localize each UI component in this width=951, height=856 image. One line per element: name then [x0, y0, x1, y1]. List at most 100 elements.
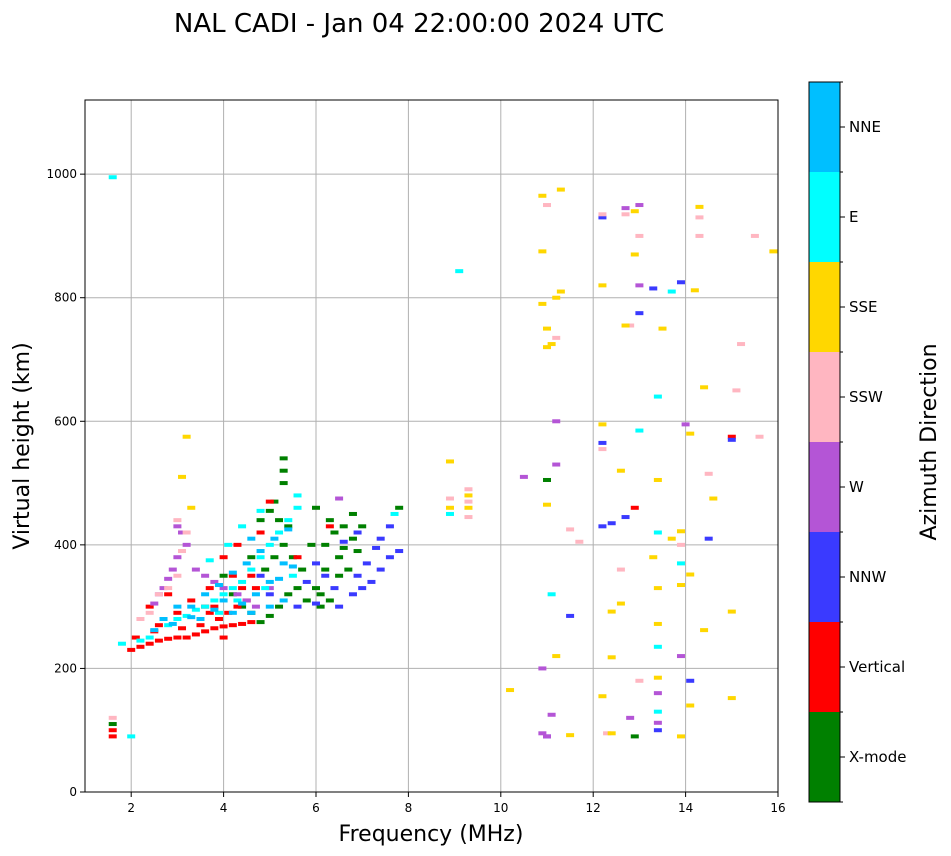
- data-point: [288, 564, 297, 569]
- data-point: [630, 209, 639, 214]
- data-point: [658, 326, 667, 331]
- data-point: [630, 734, 639, 739]
- colorbar-swatch: [809, 712, 840, 802]
- data-point: [676, 654, 685, 659]
- data-point: [256, 573, 265, 578]
- data-point: [543, 477, 551, 482]
- data-point: [150, 601, 159, 606]
- data-point: [362, 561, 371, 566]
- colorbar-tick-label: NNW: [849, 568, 886, 586]
- data-point: [256, 549, 265, 554]
- data-point: [335, 496, 344, 501]
- colorbar-frame: [808, 81, 841, 803]
- data-point: [256, 555, 265, 560]
- data-point: [635, 678, 644, 683]
- data-point: [732, 388, 741, 393]
- data-point: [108, 722, 117, 727]
- data-point: [247, 536, 256, 541]
- data-point: [228, 623, 237, 628]
- data-point: [154, 592, 163, 597]
- data-point: [727, 609, 736, 614]
- data-point: [445, 459, 454, 464]
- data-point: [376, 567, 385, 572]
- data-point: [455, 269, 464, 274]
- data-point: [256, 620, 265, 625]
- data-point: [653, 691, 662, 696]
- data-point: [635, 428, 644, 433]
- chart-title: NAL CADI - Jan 04 22:00:00 2024 UTC: [174, 9, 664, 39]
- data-point: [178, 474, 187, 479]
- data-point: [279, 598, 288, 603]
- data-point: [182, 434, 191, 439]
- data-point: [358, 524, 367, 529]
- data-point: [233, 542, 242, 547]
- data-point: [321, 567, 330, 572]
- data-point: [173, 518, 182, 523]
- data-point: [173, 573, 182, 578]
- colorbar-swatch: [809, 532, 840, 622]
- data-point: [219, 592, 228, 597]
- data-point: [150, 628, 159, 633]
- data-point: [293, 604, 302, 609]
- data-point: [464, 499, 473, 504]
- data-point: [201, 592, 210, 597]
- data-point: [506, 688, 515, 693]
- data-point: [653, 644, 662, 649]
- y-tick-label: 1000: [46, 167, 77, 181]
- data-point: [178, 530, 187, 535]
- data-point: [201, 604, 210, 609]
- data-point: [630, 252, 639, 257]
- data-point: [598, 440, 607, 445]
- data-point: [538, 193, 547, 198]
- data-point: [316, 604, 325, 609]
- data-point: [178, 626, 187, 631]
- data-point: [676, 542, 685, 547]
- data-point: [344, 567, 353, 572]
- data-point: [635, 311, 644, 316]
- data-point: [653, 586, 662, 591]
- data-point: [727, 437, 736, 442]
- data-point: [228, 592, 237, 597]
- data-point: [201, 573, 210, 578]
- data-point: [251, 592, 260, 597]
- data-point: [543, 203, 551, 208]
- data-point: [210, 626, 219, 631]
- data-point: [556, 289, 565, 294]
- data-point: [136, 644, 145, 649]
- data-point: [279, 481, 288, 486]
- data-point: [312, 505, 320, 510]
- data-point: [210, 579, 219, 584]
- data-point: [603, 731, 612, 736]
- data-point: [385, 555, 394, 560]
- data-point: [307, 542, 316, 547]
- data-point: [182, 542, 191, 547]
- data-point: [621, 515, 630, 520]
- data-point: [159, 586, 168, 591]
- data-point: [700, 385, 709, 390]
- data-point: [755, 434, 764, 439]
- data-point: [607, 609, 616, 614]
- data-point: [566, 733, 575, 738]
- data-point: [279, 456, 288, 461]
- data-point: [173, 610, 182, 615]
- data-point: [127, 734, 136, 739]
- data-point: [182, 613, 191, 618]
- data-point: [108, 175, 117, 180]
- data-point: [238, 579, 247, 584]
- data-point: [695, 204, 704, 209]
- data-point: [727, 696, 736, 701]
- data-point: [445, 511, 454, 516]
- data-point: [538, 249, 547, 254]
- data-point: [538, 666, 547, 671]
- data-point: [598, 524, 607, 529]
- data-point: [653, 394, 662, 399]
- data-point: [265, 613, 274, 618]
- colorbar-swatch: [809, 262, 840, 352]
- data-point: [348, 592, 357, 597]
- data-point: [598, 283, 607, 288]
- data-point: [686, 678, 695, 683]
- data-point: [108, 734, 117, 739]
- y-axis-ticks: 0 200 400 600 800 1000: [46, 167, 85, 799]
- data-point: [598, 212, 607, 217]
